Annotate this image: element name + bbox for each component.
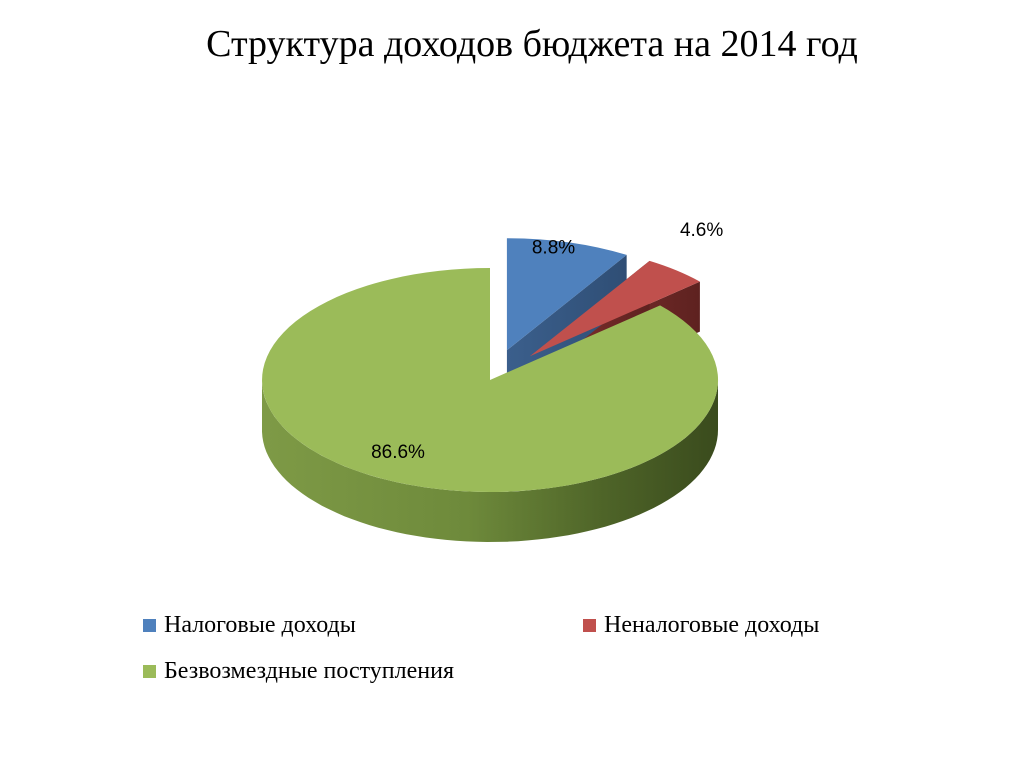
- pie-tops: [262, 238, 719, 492]
- pie-labels: 8.8% 4.6% 86.6%: [371, 220, 723, 463]
- pie-slice-grant-label: 86.6%: [371, 442, 425, 463]
- pie-slice-grant: [262, 268, 719, 492]
- legend-swatch-red: [583, 619, 596, 632]
- legend-label: Безвозмездные поступления: [164, 658, 454, 684]
- legend-swatch-blue: [143, 619, 156, 632]
- legend-item-nontax: Неналоговые доходы: [583, 612, 819, 639]
- legend-label: Неналоговые доходы: [604, 612, 820, 638]
- pie-slice-tax-label: 8.8%: [532, 237, 575, 258]
- legend-swatch-green: [143, 665, 156, 678]
- legend-item-grant: Безвозмездные поступления: [143, 658, 454, 685]
- chart-title: Структура доходов бюджета на 2014 год: [206, 23, 858, 65]
- legend-item-tax: Налоговые доходы: [143, 612, 356, 639]
- legend-label: Налоговые доходы: [164, 612, 356, 638]
- pie-slice-nontax: [529, 260, 700, 357]
- pie-slice-nontax-label: 4.6%: [680, 220, 723, 241]
- pie-slice-grant-side: [262, 379, 718, 542]
- pie-slice-tax: [506, 238, 627, 351]
